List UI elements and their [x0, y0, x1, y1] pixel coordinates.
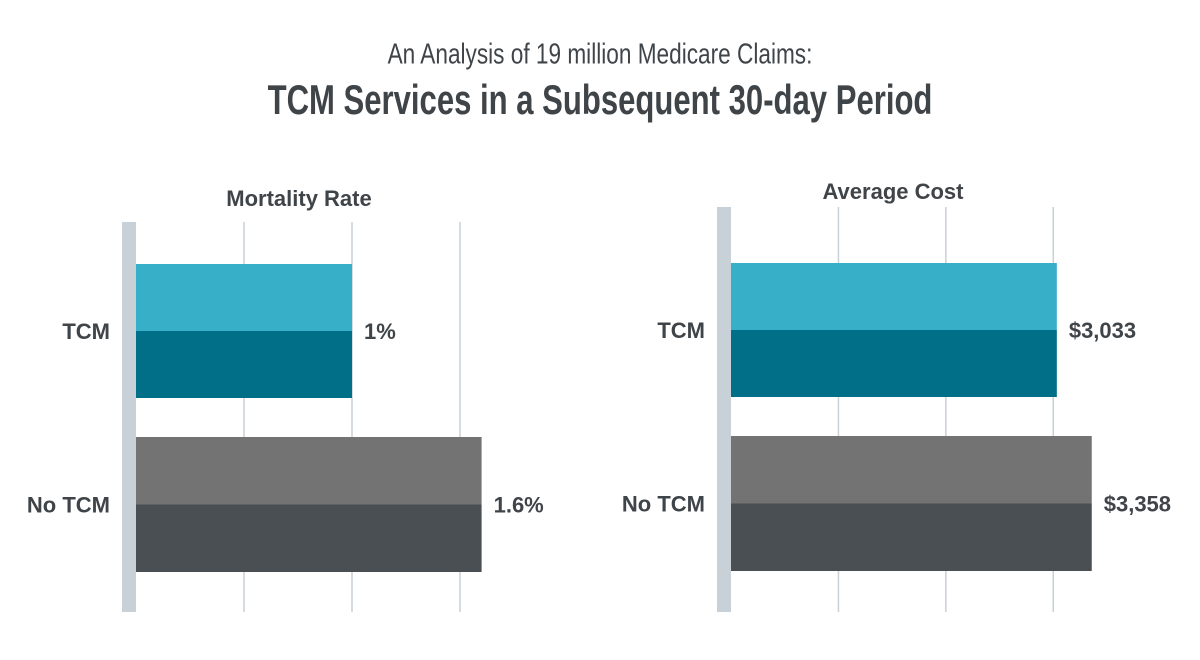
bar: [136, 437, 482, 572]
value-label: $3,358: [1104, 491, 1171, 516]
value-label: 1%: [364, 319, 396, 344]
chart-title: Average Cost: [822, 179, 964, 204]
category-label: TCM: [62, 319, 110, 344]
bar: [136, 264, 352, 398]
category-label: No TCM: [622, 491, 705, 516]
category-label: No TCM: [27, 492, 110, 517]
axis-baseline: [717, 207, 731, 612]
category-label: TCM: [657, 318, 705, 343]
value-label: 1.6%: [494, 492, 544, 517]
value-label: $3,033: [1069, 318, 1136, 343]
main-title: TCM Services in a Subsequent 30-day Peri…: [268, 77, 933, 124]
bar: [731, 263, 1057, 397]
axis-baseline: [122, 222, 136, 612]
kicker: An Analysis of 19 million Medicare Claim…: [388, 37, 813, 70]
chart-title: Mortality Rate: [226, 186, 371, 211]
bar: [731, 436, 1092, 571]
